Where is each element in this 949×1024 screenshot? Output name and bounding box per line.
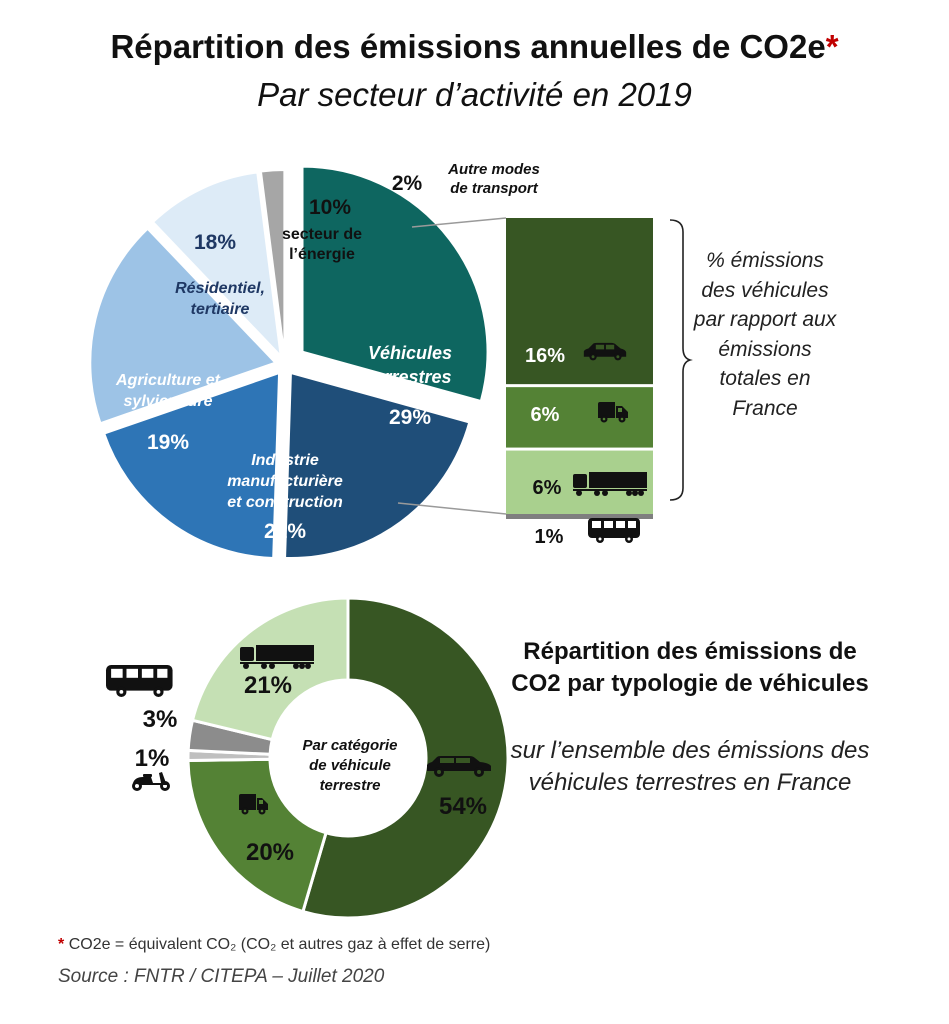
slice-pct-industrie: 21%: [264, 520, 306, 543]
sector-pie: Véhicules terrestres 29% Industrie manufac…: [89, 161, 540, 559]
title-text: Répartition des émissions annuelles de C…: [110, 28, 826, 65]
bar-segment: [506, 514, 653, 519]
bus-icon: [588, 518, 640, 543]
pie-slice: [151, 171, 283, 359]
donut-pct-poids-lourds: 21%: [244, 672, 292, 699]
donut-slice: [186, 757, 328, 914]
pie-slice: [259, 169, 286, 356]
pie-slice: [89, 227, 278, 425]
bar-label-voitures: 16%: [525, 345, 565, 367]
car-icon: [583, 342, 627, 361]
truck-icon: [573, 472, 647, 496]
connector-line-bottom: [397, 502, 507, 515]
slice-label-energie: secteur de l’énergie: [282, 226, 362, 263]
vehicle-stacked-bar: [506, 218, 653, 519]
source-note: Source : FNTR / CITEPA – Juillet 2020: [58, 966, 385, 987]
connector-line-top: [411, 217, 507, 228]
donut-center-label: Par catégorie de véhicule terrestre: [302, 737, 397, 794]
donut-pct-bus: 3%: [143, 706, 178, 733]
slice-label-autre-transport: Autre modes de transport: [447, 161, 540, 197]
bar-segment: [506, 387, 653, 448]
scooter-icon: [132, 772, 170, 791]
pie-slice: [102, 371, 281, 559]
chart-subtitle: Par secteur d’activité en 2019: [257, 76, 692, 113]
car-icon: [427, 756, 491, 777]
slice-label-industrie: Industrie manufacturière et construction: [227, 452, 343, 511]
van-icon: [598, 402, 628, 423]
footnote-star: *: [58, 936, 65, 953]
slice-pct-energie: 10%: [309, 196, 351, 219]
slice-pct-autre: 2%: [392, 172, 423, 195]
bar-segment: [506, 218, 653, 385]
bar-label-utilitaires: 6%: [531, 404, 560, 426]
slice-label-agriculture: Agriculture et sylviculture: [115, 372, 221, 410]
pie-slice: [284, 371, 471, 559]
vehicle-donut: [186, 596, 510, 920]
donut-pct-deux-roues: 1%: [135, 745, 170, 772]
pie-slice: [301, 165, 489, 403]
chart-title: Répartition des émissions annuelles de C…: [0, 28, 949, 66]
truck-icon: [240, 645, 314, 669]
slice-pct-agriculture: 19%: [147, 431, 189, 454]
donut-pct-voitures: 54%: [439, 793, 487, 820]
bracket: [669, 219, 693, 501]
title-star: *: [825, 28, 839, 65]
donut-slice: [301, 596, 510, 920]
bar-label-bus: 1%: [535, 526, 564, 548]
van-icon: [239, 794, 268, 815]
donut-legend-subtitle: sur l’ensemble des émissions des véhicul…: [510, 737, 870, 796]
donut-pct-utilitaires: 20%: [246, 839, 294, 866]
donut-slice: [190, 596, 350, 742]
slice-pct-vehicules: 29%: [389, 406, 431, 429]
bar-label-poids-lourds: 6%: [533, 477, 562, 499]
slice-label-vehicules: Véhicules terrestres: [368, 343, 452, 387]
bus-icon: [106, 665, 173, 697]
slice-pct-residentiel: 18%: [194, 231, 236, 254]
bracket-label: % émissions des véhicules par rapport au…: [693, 249, 837, 420]
footnote: * CO2e = équivalent CO₂ (CO₂ et autres g…: [58, 936, 490, 954]
donut-legend-title: Répartition des émissions de CO2 par typ…: [511, 638, 869, 697]
slice-label-residentiel: Résidentiel, tertiaire: [175, 280, 265, 318]
footnote-text: CO2e = équivalent CO₂ (CO₂ et autres gaz…: [68, 936, 491, 953]
